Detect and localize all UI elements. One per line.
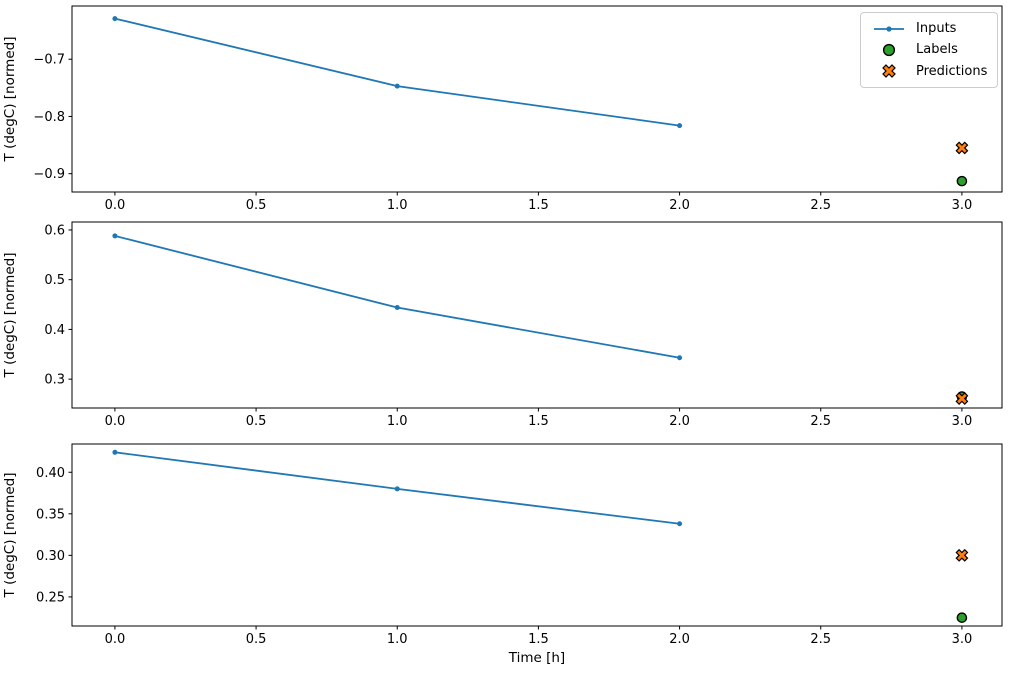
x-tick-label: 1.0 <box>387 198 408 213</box>
predictions-marker <box>955 548 969 562</box>
predictions-x-icon <box>871 63 907 79</box>
inputs-line <box>114 17 680 127</box>
legend-item-inputs: Inputs <box>871 18 991 39</box>
axes-frame-2 <box>71 221 1003 409</box>
x-tick-label: 2.0 <box>669 414 690 429</box>
y-tick-label: −0.9 <box>33 167 65 182</box>
x-tick-label: 3.0 <box>952 198 973 213</box>
y-tick-label: −0.8 <box>33 110 65 125</box>
y-tick-label: −0.7 <box>33 53 65 68</box>
y-axis-label: T (degC) [normed] <box>2 473 18 599</box>
x-tick-label: 3.0 <box>952 414 973 429</box>
x-tick-label: 1.5 <box>528 198 549 213</box>
x-tick-label: 0.0 <box>105 414 126 429</box>
x-tick-label: 0.5 <box>246 198 267 213</box>
y-tick-label: 0.30 <box>36 549 65 564</box>
y-tick-label: 0.25 <box>36 590 65 605</box>
inputs-point <box>112 16 118 22</box>
inputs-point <box>394 305 400 311</box>
inputs-point <box>394 486 400 492</box>
x-tick-label: 1.5 <box>528 632 549 647</box>
legend-item-labels: Labels <box>871 39 991 60</box>
predictions-marker <box>955 392 969 405</box>
inputs-point <box>677 123 683 129</box>
x-tick-label: 3.0 <box>952 632 973 647</box>
legend-label-inputs: Inputs <box>916 21 957 37</box>
x-tick-label: 2.5 <box>810 198 831 213</box>
axes-frame-1 <box>71 5 1003 193</box>
legend-item-predictions: Predictions <box>871 61 991 82</box>
x-axis-label: Time [h] <box>508 650 565 666</box>
legend: Inputs Labels Predictions <box>860 12 998 88</box>
x-tick-label: 2.0 <box>669 632 690 647</box>
y-axis-label: T (degC) [normed] <box>2 37 18 163</box>
predictions-marker <box>955 141 969 155</box>
x-tick-label: 1.0 <box>387 632 408 647</box>
x-tick-label: 0.0 <box>105 632 126 647</box>
inputs-point <box>677 521 683 527</box>
legend-label-labels: Labels <box>916 42 958 58</box>
inputs-point <box>394 83 400 89</box>
y-tick-label: 0.6 <box>44 223 65 238</box>
x-tick-label: 0.5 <box>246 632 267 647</box>
inputs-point <box>677 355 683 361</box>
y-tick-label: 0.3 <box>44 373 65 388</box>
x-tick-label: 0.5 <box>246 414 267 429</box>
labels-marker <box>956 175 968 187</box>
x-tick-label: 2.5 <box>810 632 831 647</box>
y-tick-label: 0.4 <box>44 323 65 338</box>
axes-frame-3 <box>71 443 1003 627</box>
legend-label-predictions: Predictions <box>916 63 988 79</box>
inputs-line-icon <box>871 23 907 35</box>
x-tick-label: 1.5 <box>528 414 549 429</box>
x-tick-label: 2.0 <box>669 198 690 213</box>
labels-marker <box>956 612 968 623</box>
y-tick-label: 0.40 <box>36 466 65 481</box>
legend-circle-glyph <box>882 43 896 57</box>
inputs-line <box>114 235 680 359</box>
y-axis-label: T (degC) [normed] <box>2 253 18 379</box>
y-tick-label: 0.5 <box>44 273 65 288</box>
x-tick-label: 1.0 <box>387 414 408 429</box>
legend-x-glyph <box>882 64 896 79</box>
y-tick-label: 0.35 <box>36 507 65 522</box>
inputs-point <box>112 449 118 455</box>
labels-circle-icon <box>871 42 907 58</box>
x-tick-label: 2.5 <box>810 414 831 429</box>
inputs-point <box>112 233 118 239</box>
x-tick-label: 0.0 <box>105 198 126 213</box>
legend-line-dot-glyph <box>886 26 892 32</box>
